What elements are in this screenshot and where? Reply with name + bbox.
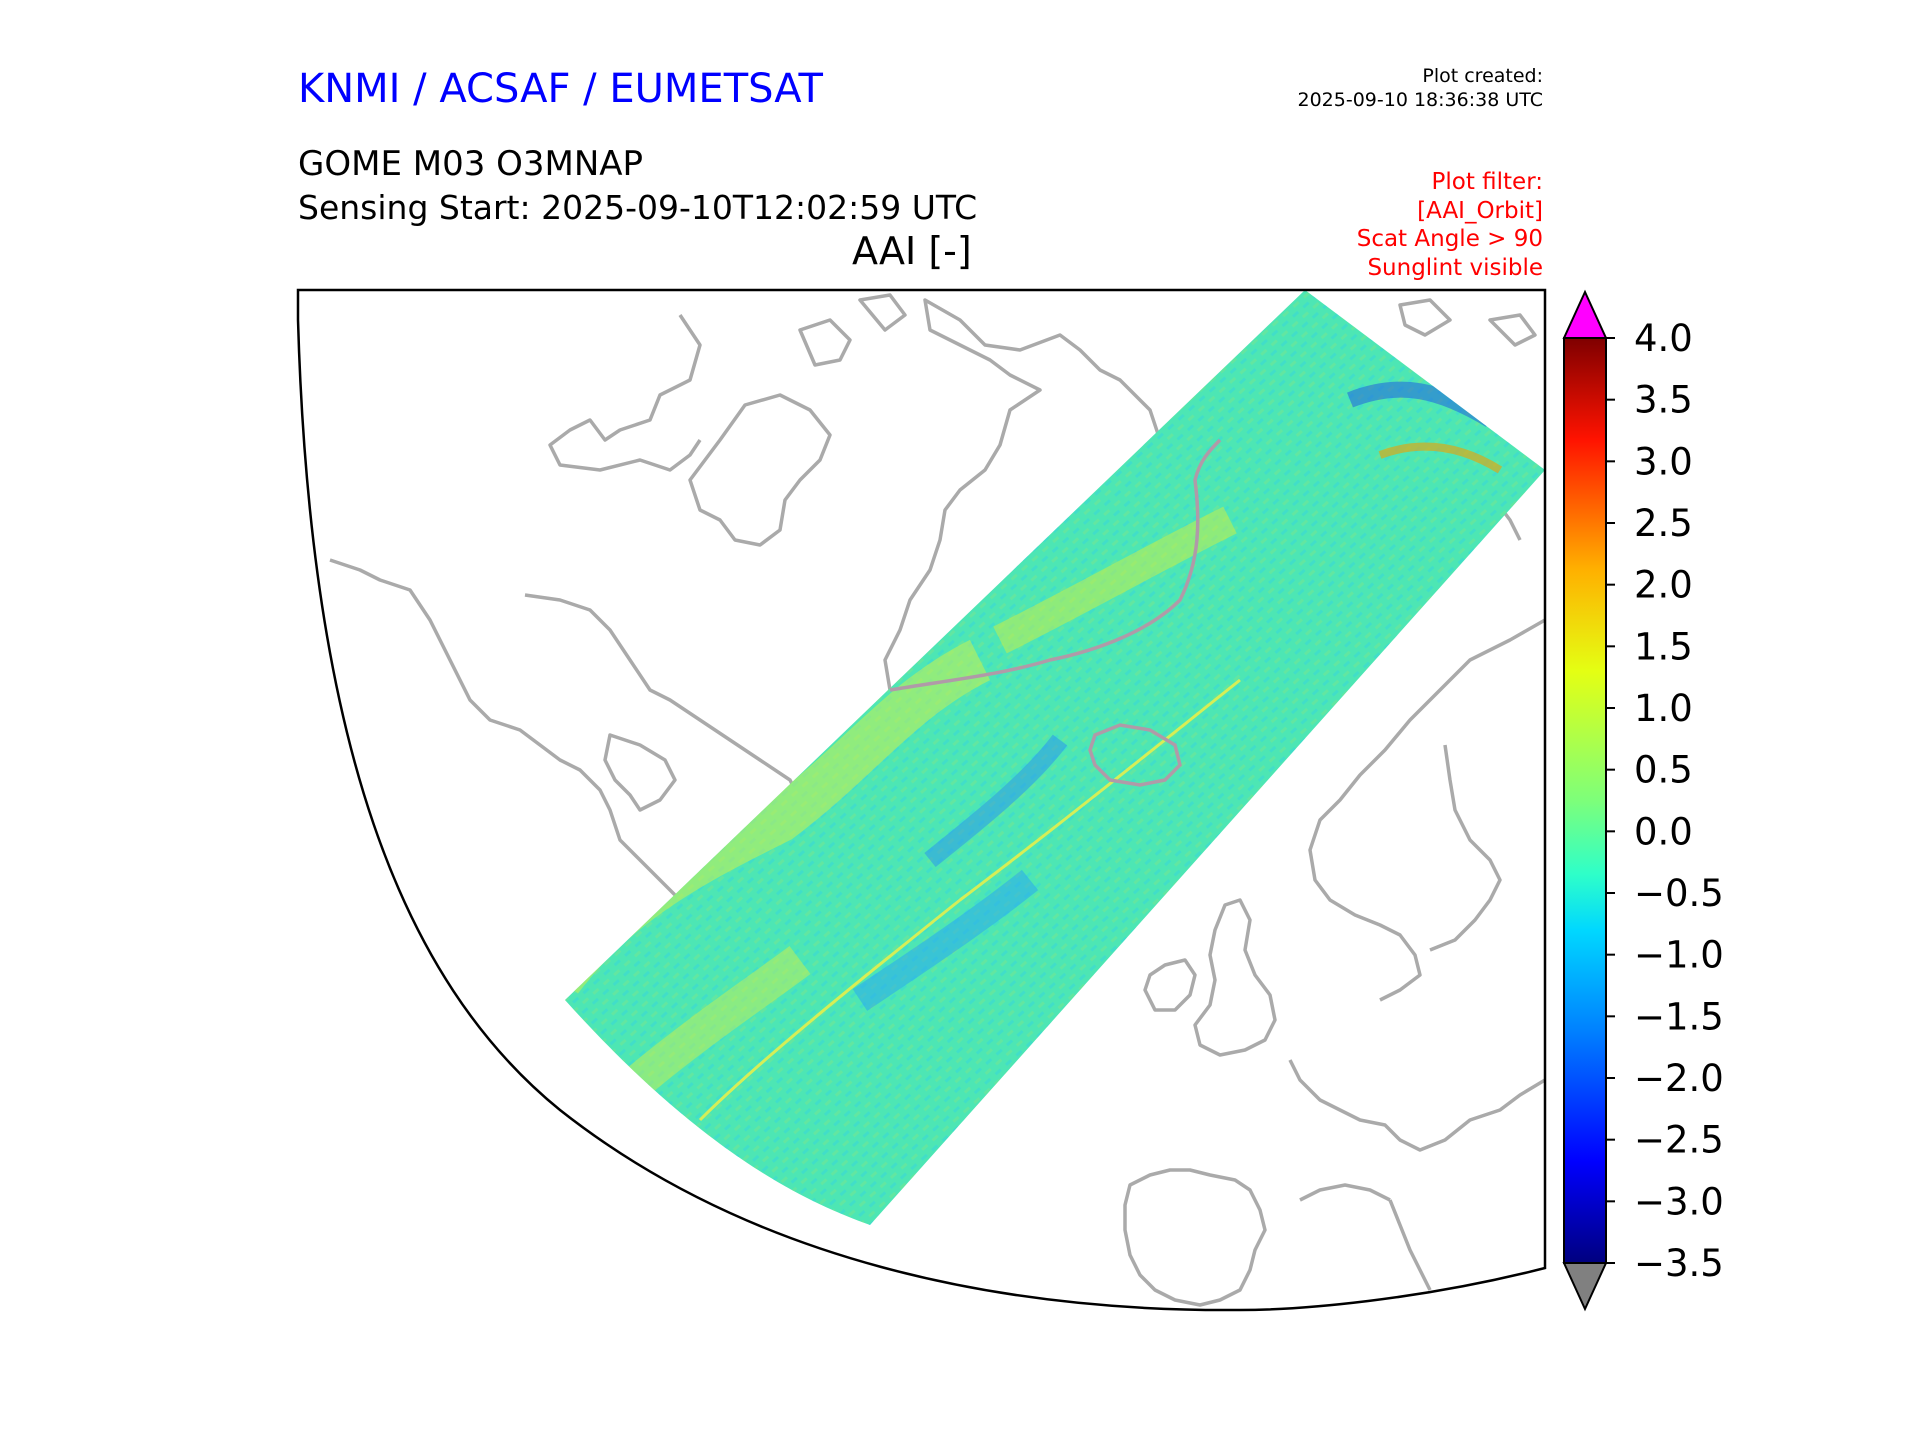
coastline-hudson	[329, 558, 747, 982]
brand-title: KNMI / ACSAF / EUMETSAT	[298, 66, 823, 112]
colorbar-tick-label: 4.0	[1634, 317, 1693, 360]
filter-line: Plot filter:	[1431, 169, 1543, 195]
map-boundary	[296, 288, 1547, 1312]
coastline-baffin	[688, 393, 832, 547]
colorbar-tick-label: 0.0	[1634, 810, 1693, 853]
colorbar-tick-label: 3.0	[1634, 440, 1693, 483]
product-title: GOME M03 O3MNAP	[298, 144, 644, 184]
coastline-ireland	[1143, 958, 1197, 1012]
colorbar: 4.0 3.5 3.0 2.5 2.0 1.5 1.0 0.5 0.0 −0.5 −1.0 −1.5 −…	[1562, 289, 1724, 1312]
coastline-arctic-islands	[798, 293, 1537, 367]
plot-created-label: Plot created:	[1422, 65, 1543, 87]
plot-created-time: 2025-09-10 18:36:38 UTC	[1297, 89, 1544, 111]
coastline-iberia	[1123, 1168, 1267, 1307]
colorbar-tick-label: −3.5	[1634, 1242, 1724, 1285]
filter-line: Sunglint visible	[1367, 254, 1543, 281]
colorbar-tick-label: 1.5	[1634, 625, 1693, 668]
coastline-mediterranean	[1299, 1183, 1391, 1202]
colorbar-tick-label: 2.5	[1634, 502, 1693, 545]
colorbar-tick-label: −3.0	[1634, 1180, 1724, 1223]
colorbar-tick-label: −2.0	[1634, 1057, 1724, 1100]
colorbar-tick-label: −1.5	[1634, 995, 1724, 1038]
colorbar-under-extension	[1562, 1262, 1608, 1312]
coastline-scandinavia	[1308, 618, 1545, 1002]
colorbar-tick-label: −0.5	[1634, 872, 1724, 915]
coastline-labrador	[524, 593, 802, 801]
colorbar-tick-label: −2.5	[1634, 1119, 1724, 1162]
coastline-newfoundland	[603, 733, 677, 812]
colorbar-tick-label: 1.0	[1634, 687, 1693, 730]
coastline-italy	[1388, 1199, 1432, 1291]
colorbar-gradient	[1563, 337, 1607, 1264]
plot-filter: Plot filter: [AAI_Orbit] Scat Angle > 90…	[1357, 168, 1543, 282]
map-area	[298, 290, 1545, 1311]
plot-created-info: Plot created: 2025-09-10 18:36:38 UTC	[1298, 64, 1544, 112]
coastline-canada-arctic	[548, 314, 702, 472]
coastline-britain	[1193, 898, 1277, 1057]
colorbar-tick-label: 3.5	[1634, 379, 1693, 422]
colorbar-tick-label: −1.0	[1634, 934, 1724, 977]
colorbar-tick-label: 0.5	[1634, 749, 1693, 792]
filter-line: Scat Angle > 90	[1356, 226, 1543, 252]
coastline-europe	[1288, 1059, 1545, 1152]
colorbar-over-extension	[1562, 289, 1608, 339]
filter-line: [AAI_Orbit]	[1417, 197, 1543, 224]
coastline-baltic	[1429, 744, 1502, 952]
quantity-label: AAI [-]	[852, 229, 972, 273]
sensing-start: Sensing Start: 2025-09-10T12:02:59 UTC	[298, 188, 978, 227]
colorbar-tick-label: 2.0	[1634, 564, 1693, 607]
